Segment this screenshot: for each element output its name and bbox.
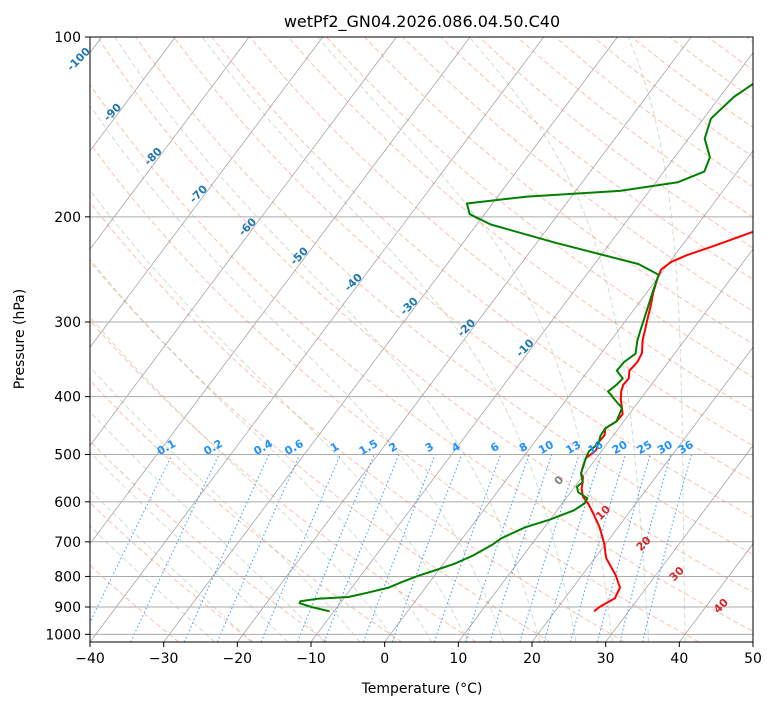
mixing-ratio-line bbox=[569, 454, 627, 642]
skewed-isotherm bbox=[384, 150, 753, 642]
dry-adiabat-label: -100 bbox=[64, 45, 93, 74]
skewed-isotherm bbox=[90, 37, 545, 642]
skewed-isotherm bbox=[310, 51, 753, 642]
dewpoint-profile-line bbox=[298, 82, 753, 613]
mixing-ratio-line bbox=[216, 454, 301, 642]
y-tick-label: 500 bbox=[54, 448, 81, 464]
mixing-ratio-line bbox=[519, 454, 580, 642]
y-tick-label: 800 bbox=[54, 569, 81, 585]
dry-adiabat bbox=[90, 379, 402, 642]
x-tick-label: −30 bbox=[149, 651, 179, 667]
mixing-ratio-line bbox=[433, 454, 502, 642]
moist-adiabat bbox=[90, 104, 505, 642]
mixing-ratio-line bbox=[260, 454, 341, 642]
moist-adiabat bbox=[90, 258, 433, 642]
moist-adiabat bbox=[201, 37, 577, 642]
y-tick-label: 300 bbox=[54, 315, 81, 331]
skewed-isotherm bbox=[458, 248, 753, 642]
skewed-isotherm bbox=[531, 346, 753, 642]
y-tick-label: 100 bbox=[54, 30, 81, 46]
x-axis: −40 −30 −20 −10 0 10 20 30 40 50 bbox=[75, 642, 762, 667]
dry-adiabat bbox=[90, 201, 625, 642]
dry-adiabat bbox=[135, 37, 753, 555]
skewed-isotherm bbox=[90, 37, 250, 250]
skewed-isotherm bbox=[237, 37, 692, 642]
chart-title: wetPf2_GN04.2026.086.04.50.C40 bbox=[284, 12, 560, 32]
y-tick-label: 900 bbox=[54, 600, 81, 616]
mixing-ratio-line bbox=[489, 454, 553, 642]
moist-adiabat bbox=[114, 37, 541, 642]
x-tick-label: 40 bbox=[670, 651, 688, 667]
profile-lines bbox=[298, 82, 753, 613]
dry-adiabat bbox=[249, 37, 753, 447]
dry-adiabat bbox=[325, 37, 753, 378]
dry-adiabat bbox=[90, 501, 254, 642]
skewed-isotherm bbox=[605, 444, 753, 642]
dry-adiabat bbox=[211, 37, 753, 482]
skewed-isotherm bbox=[163, 37, 618, 642]
mixing-ratio-line bbox=[543, 454, 602, 642]
x-tick-label: 30 bbox=[597, 651, 615, 667]
skewed-isotherm bbox=[90, 37, 397, 447]
y-tick-label: 700 bbox=[54, 535, 81, 551]
moist-adiabat bbox=[468, 37, 650, 642]
x-tick-label: 0 bbox=[380, 651, 389, 667]
x-tick-label: 20 bbox=[523, 651, 541, 667]
y-tick-label: 400 bbox=[54, 390, 81, 406]
skewed-isotherm bbox=[90, 37, 176, 152]
dry-adiabat bbox=[90, 83, 753, 632]
x-tick-label: −40 bbox=[75, 651, 105, 667]
x-tick-label: −10 bbox=[296, 651, 326, 667]
mixing-ratio-line bbox=[323, 454, 400, 642]
mixing-ratio-line bbox=[183, 454, 270, 642]
mixing-ratio-line bbox=[464, 454, 530, 642]
background-lines bbox=[90, 37, 753, 642]
y-axis-label: Pressure (hPa) bbox=[12, 289, 28, 389]
moist-adiabat bbox=[90, 366, 361, 642]
dry-adiabat bbox=[90, 564, 180, 642]
moist-adiabat bbox=[90, 316, 397, 642]
mixing-ratio-line bbox=[596, 454, 651, 642]
x-tick-label: 50 bbox=[744, 651, 762, 667]
plot-area bbox=[90, 37, 753, 642]
y-axis: 100 200 300 400 500 600 700 800 900 1000 bbox=[45, 30, 90, 643]
skewed-isotherm bbox=[752, 641, 753, 642]
temperature-profile-line bbox=[580, 230, 753, 613]
mixing-ratio-line bbox=[362, 454, 436, 642]
dry-adiabat bbox=[90, 260, 551, 642]
dry-adiabat bbox=[90, 319, 477, 642]
moist-adiabat bbox=[90, 451, 288, 642]
x-axis-label: Temperature (°C) bbox=[361, 681, 483, 697]
moist-adiabat bbox=[90, 410, 325, 642]
y-tick-label: 1000 bbox=[45, 627, 81, 643]
dry-adiabat bbox=[96, 37, 753, 593]
mixing-ratio-line bbox=[391, 454, 463, 642]
x-tick-label: 10 bbox=[449, 651, 467, 667]
y-tick-label: 200 bbox=[54, 210, 81, 226]
moist-adiabat bbox=[317, 37, 613, 642]
grid-lines bbox=[90, 37, 753, 642]
y-tick-label: 600 bbox=[54, 495, 81, 511]
plot-frame bbox=[89, 36, 754, 643]
moist-adiabat bbox=[90, 189, 469, 642]
x-tick-label: −20 bbox=[223, 651, 253, 667]
dry-adiabat bbox=[364, 37, 753, 345]
skewed-isotherm bbox=[90, 37, 471, 545]
mixing-ratio-line bbox=[297, 454, 375, 642]
skewed-isotherm bbox=[90, 37, 324, 348]
